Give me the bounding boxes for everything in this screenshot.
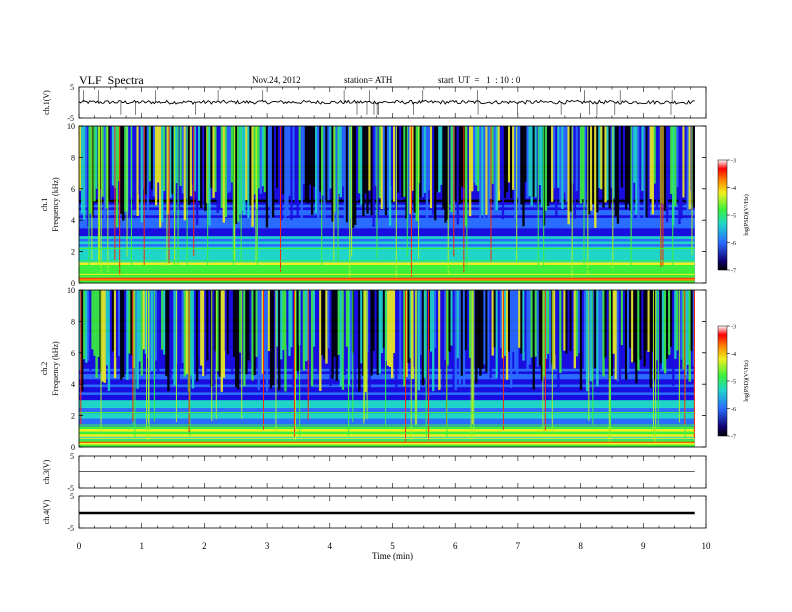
- x-tick-label: 1: [139, 541, 144, 551]
- y-axis-label: ch.4(V): [42, 499, 51, 524]
- x-tick-label: 9: [641, 541, 646, 551]
- y-tick-label: 5: [70, 83, 74, 92]
- waveform-trace: [78, 99, 695, 105]
- y-tick-label: 8: [71, 317, 75, 326]
- colorbar-tick-label: -3: [731, 159, 736, 165]
- y-tick-label: 2: [71, 248, 75, 257]
- y-tick-label: 6: [71, 185, 75, 194]
- y-tick-label: 4: [71, 216, 75, 225]
- x-tick-label: 6: [453, 541, 458, 551]
- y-tick-label: 5: [70, 452, 74, 461]
- station-label: station= ATH: [344, 75, 393, 85]
- colorbar: [717, 159, 728, 271]
- colorbar-tick-label: -3: [731, 325, 736, 331]
- y-tick-label: 5: [70, 492, 74, 501]
- x-tick-label: 2: [202, 541, 207, 551]
- y-axis-label: ch.3(V): [42, 459, 51, 484]
- x-tick-label: 7: [516, 541, 521, 551]
- y-tick-label: 10: [67, 122, 75, 131]
- y-axis-label: ch.1(V): [42, 90, 51, 115]
- colorbar-tick-label: -4: [731, 186, 736, 192]
- y-tick-label: -5: [67, 524, 74, 533]
- start-time-label: start UT = 1 : 10 : 0: [438, 75, 521, 85]
- waveform-ch.4-plot: [78, 495, 707, 529]
- recording-date: Nov.24, 2012: [252, 75, 301, 85]
- chart-title: VLF Spectra: [79, 73, 144, 87]
- colorbar-tick-label: -4: [731, 352, 736, 358]
- colorbar: [717, 325, 728, 437]
- spectrogram-ch.2-plot: [78, 289, 730, 448]
- colorbar-tick-label: -5: [731, 214, 736, 220]
- colorbar-tick-label: -6: [731, 241, 736, 247]
- y-tick-label: 8: [71, 153, 75, 162]
- x-tick-label: 0: [77, 541, 82, 551]
- x-tick-label: 5: [390, 541, 395, 551]
- y-tick-label: 2: [71, 412, 75, 421]
- y-tick-label: 0: [71, 443, 75, 452]
- x-tick-label: 10: [702, 541, 712, 551]
- y-tick-label: 0: [71, 279, 75, 288]
- colorbar-tick-label: -7: [731, 269, 736, 275]
- waveform-ch.1-plot: [78, 86, 707, 119]
- y-tick-label: 4: [71, 380, 75, 389]
- colorbar-tick-label: -5: [731, 380, 736, 386]
- x-tick-label: 4: [328, 541, 333, 551]
- channel-label: ch.2: [40, 362, 49, 376]
- x-tick-label: 8: [578, 541, 583, 551]
- colorbar-label: log(PSD)(V²/Hz): [743, 194, 750, 235]
- y-tick-label: 10: [67, 286, 75, 295]
- y-axis-label: Frequency (kHz): [51, 341, 60, 396]
- y-tick-label: -5: [67, 484, 74, 493]
- waveform-ch.3-plot: [78, 455, 707, 489]
- colorbar-tick-label: -6: [731, 407, 736, 413]
- y-axis-label: Frequency (kHz): [51, 177, 60, 232]
- x-axis-label: Time (min): [372, 551, 413, 561]
- channel-label: ch.1: [40, 198, 49, 212]
- colorbar-label: log(PSD)(V²/Hz): [743, 360, 750, 401]
- spectrogram-ch.1-plot: [78, 125, 730, 284]
- y-tick-label: -5: [67, 114, 74, 123]
- colorbar-tick-label: -7: [731, 435, 736, 441]
- y-tick-label: 6: [71, 349, 75, 358]
- x-tick-label: 3: [265, 541, 270, 551]
